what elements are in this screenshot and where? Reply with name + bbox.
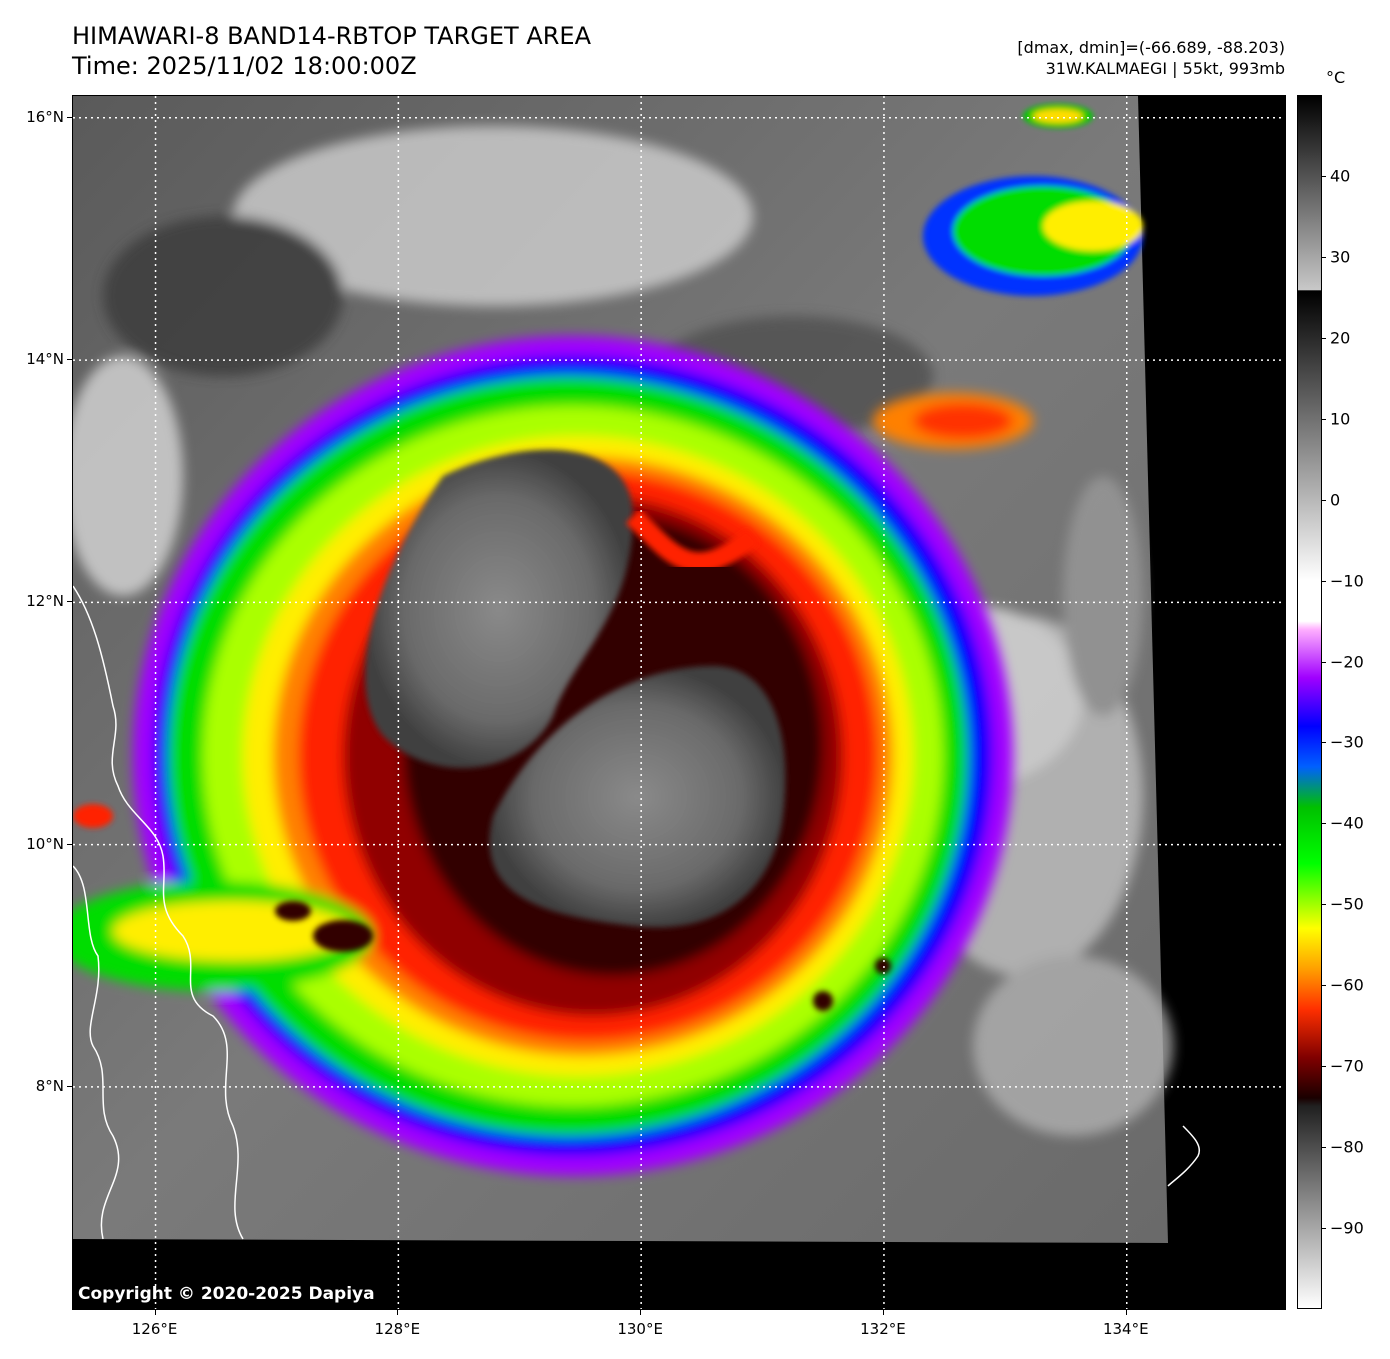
colorbar (1297, 95, 1322, 1309)
colorbar-tick-label: 0 (1330, 490, 1341, 510)
lon-tick-label: 128°E (374, 1320, 421, 1338)
colorbar-tick-label: 40 (1330, 166, 1351, 186)
lat-tick (67, 116, 72, 118)
lat-tick (67, 601, 72, 603)
colorbar-tick-label: −20 (1330, 652, 1364, 672)
colorbar-tick (1322, 499, 1326, 501)
lon-tick (882, 1310, 884, 1315)
colorbar-tick (1322, 904, 1326, 906)
chart-time: Time: 2025/11/02 18:00:00Z (72, 52, 417, 80)
colorbar-tick (1322, 256, 1326, 258)
colorbar-tick-label: −80 (1330, 1137, 1364, 1157)
copyright-notice: Copyright © 2020-2025 Dapiya (78, 1284, 375, 1304)
colorbar-tick-label: −90 (1330, 1218, 1364, 1238)
lat-tick (67, 359, 72, 361)
colorbar-tick (1322, 661, 1326, 663)
colorbar-tick (1322, 337, 1326, 339)
lon-tick (397, 1310, 399, 1315)
colorbar-unit: °C (1326, 68, 1346, 87)
lon-tick-label: 130°E (617, 1320, 663, 1338)
colorbar-tick (1322, 580, 1326, 582)
colorbar-tick-label: 20 (1330, 328, 1351, 348)
colorbar-tick (1322, 175, 1326, 177)
colorbar-tick-label: −10 (1330, 571, 1364, 591)
ir-imagery (73, 96, 1285, 1309)
lat-tick (67, 1085, 72, 1087)
lat-tick-label: 10°N (26, 834, 64, 853)
data-range-label: [dmax, dmin]=(-66.689, -88.203) (1017, 38, 1285, 57)
colorbar-tick-label: −70 (1330, 1056, 1364, 1076)
colorbar-tick (1322, 985, 1326, 987)
lat-tick-label: 12°N (26, 592, 64, 611)
lon-tick-label: 132°E (860, 1320, 906, 1338)
colorbar-tick-label: −50 (1330, 894, 1364, 914)
lat-tick-label: 8°N (35, 1076, 64, 1095)
satellite-map (72, 95, 1286, 1310)
colorbar-tick-label: −40 (1330, 813, 1364, 833)
lat-tick-label: 16°N (26, 107, 64, 126)
gridlines (73, 96, 1285, 1309)
lat-tick-label: 14°N (26, 350, 64, 369)
colorbar-tick-label: 30 (1330, 247, 1351, 267)
coastline (73, 585, 1200, 1240)
lon-tick-label: 134°E (1102, 1320, 1149, 1338)
colorbar-tick (1322, 742, 1326, 744)
colorbar-tick (1322, 1147, 1326, 1149)
colorbar-tick-label: −60 (1330, 975, 1364, 995)
storm-info-label: 31W.KALMAEGI | 55kt, 993mb (1045, 59, 1285, 78)
colorbar-tick-label: 10 (1330, 409, 1351, 429)
dry-slot-north (365, 449, 633, 769)
colorbar-tick (1322, 1066, 1326, 1068)
lat-tick (67, 843, 72, 845)
colorbar-tick (1322, 1228, 1326, 1230)
lon-tick (154, 1310, 156, 1315)
colorbar-tick (1322, 418, 1326, 420)
lon-tick (1125, 1310, 1127, 1315)
lon-tick-label: 126°E (131, 1320, 178, 1338)
colorbar-tick-label: −30 (1330, 732, 1364, 752)
dry-slot-south (489, 666, 786, 928)
lon-tick (640, 1310, 642, 1315)
chart-title: HIMAWARI-8 BAND14-RBTOP TARGET AREA (72, 22, 592, 50)
colorbar-tick (1322, 823, 1326, 825)
